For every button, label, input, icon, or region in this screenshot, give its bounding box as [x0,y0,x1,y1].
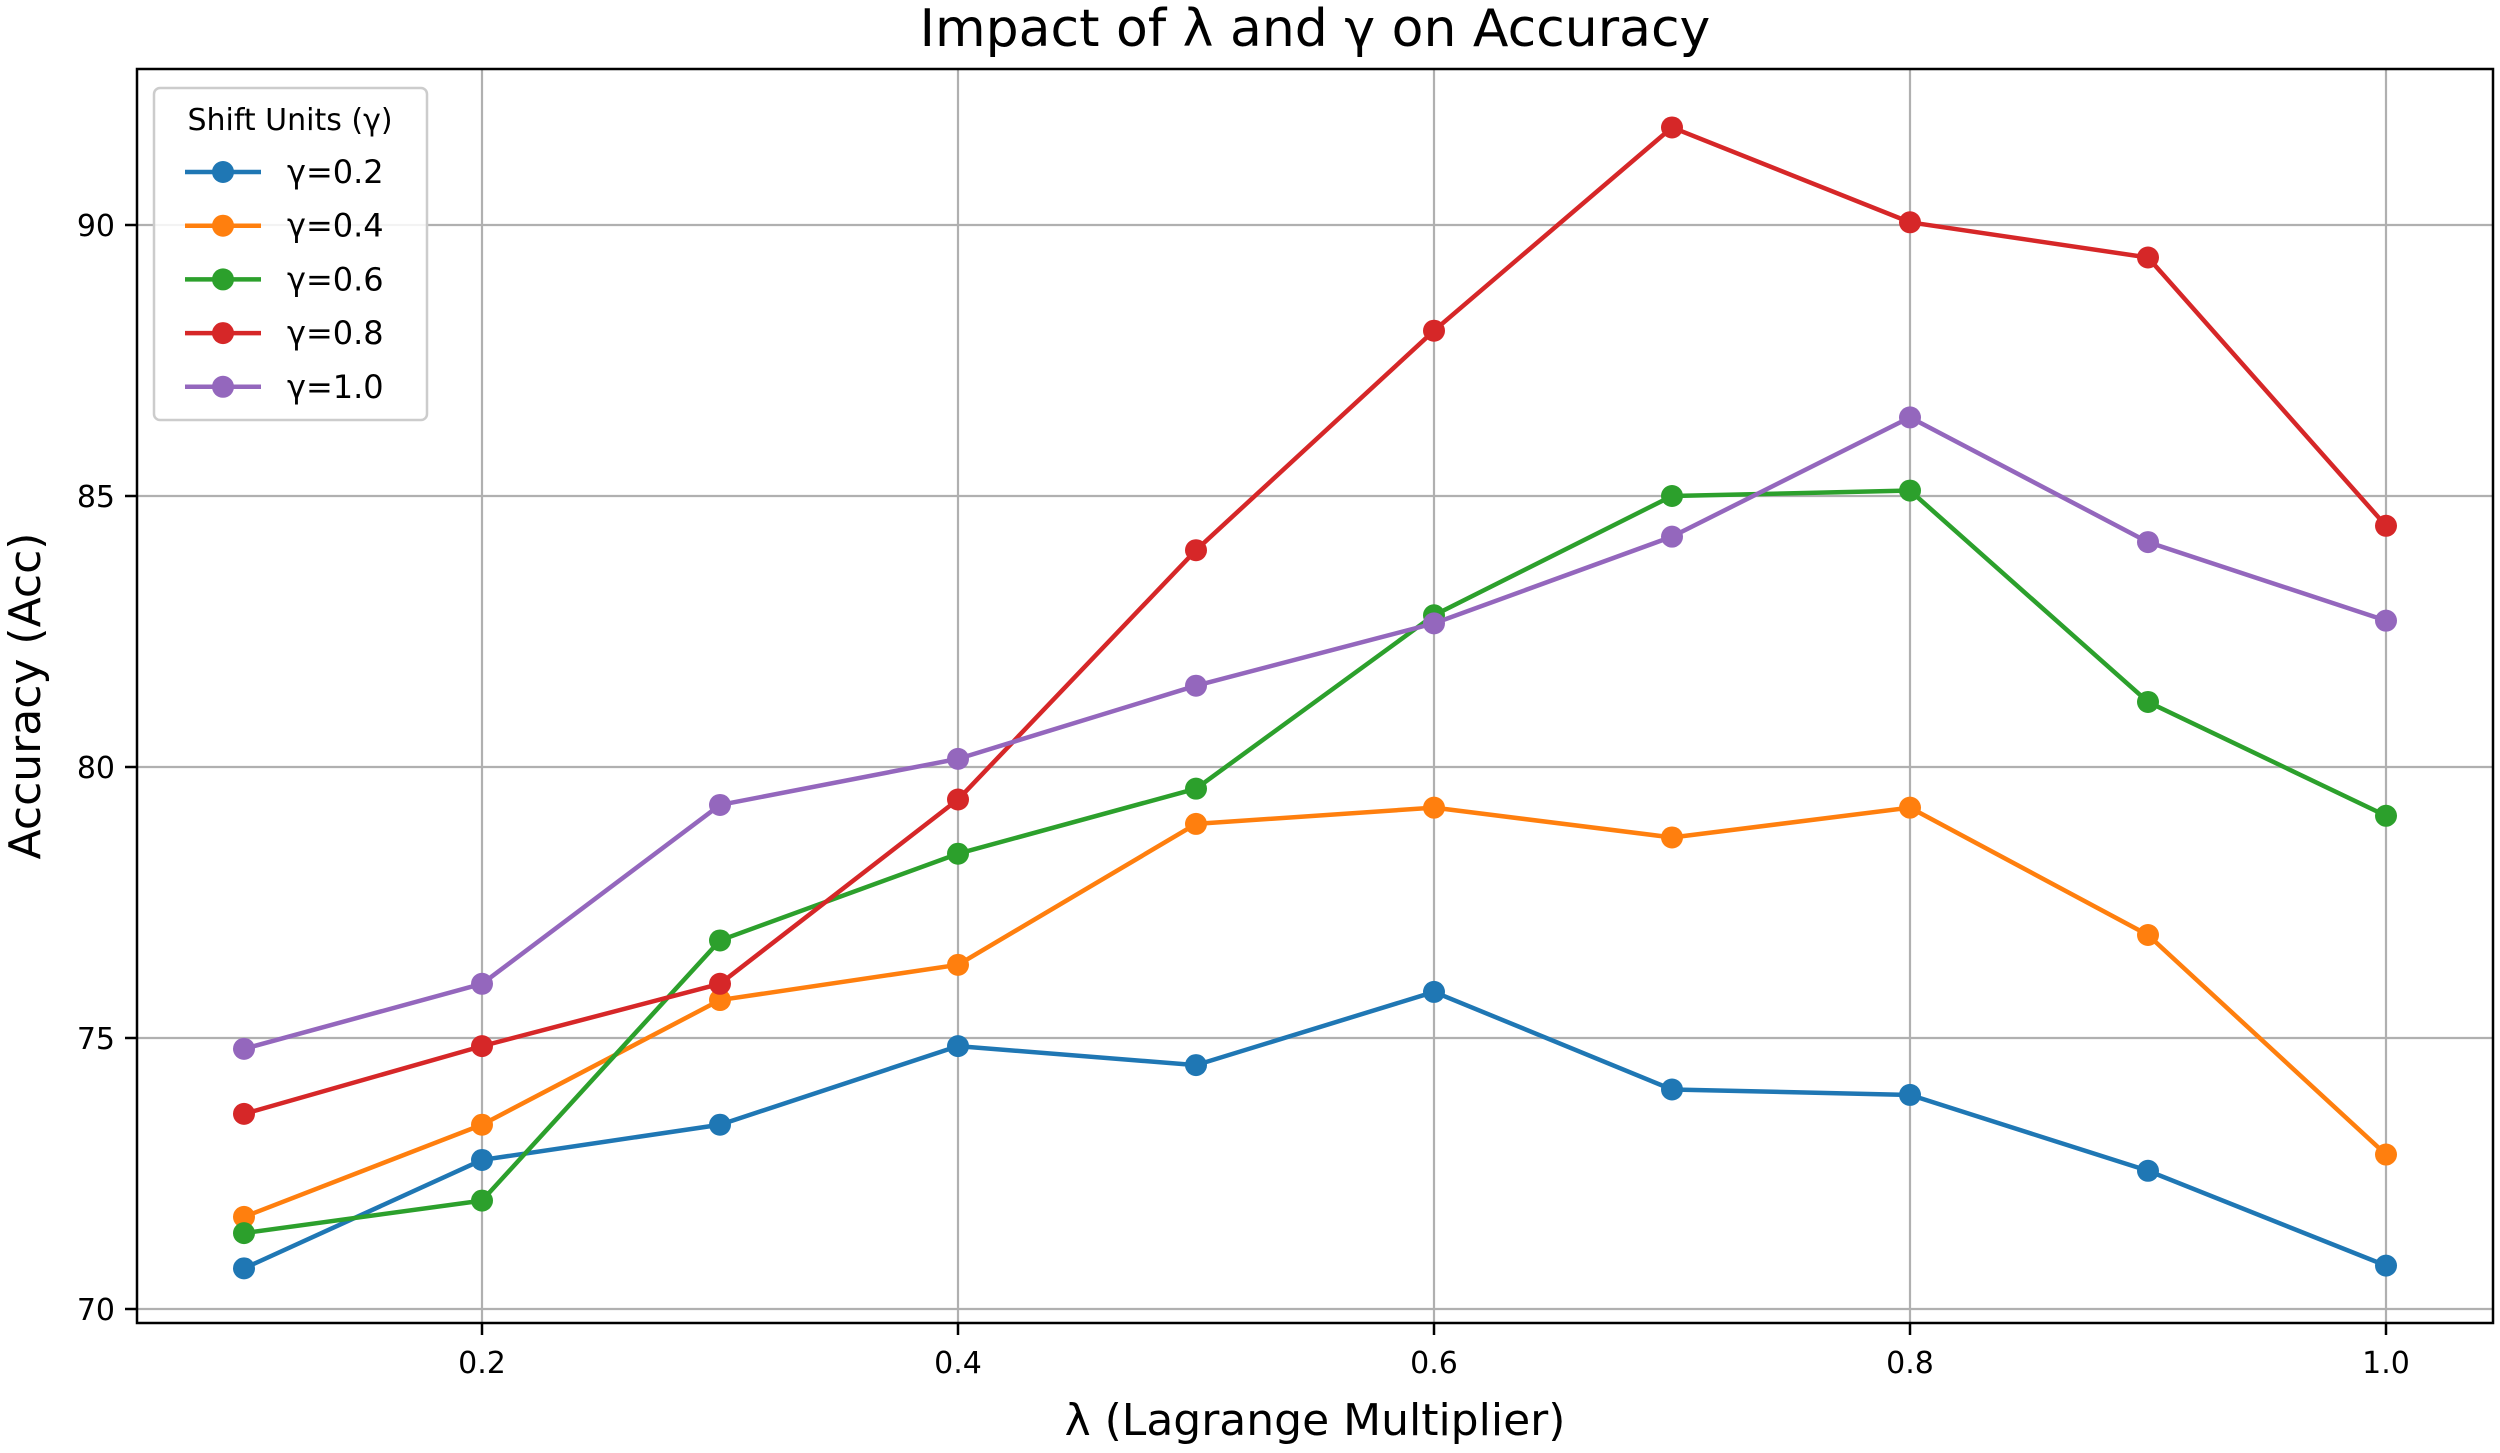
legend-marker-icon [212,322,234,345]
data-point-marker [709,1113,731,1136]
y-tick-label: 75 [77,1022,115,1057]
legend-marker-icon [212,375,234,398]
data-point-marker [2375,1254,2397,1277]
data-point-marker [709,929,731,952]
series-path [243,805,2388,1219]
x-tick-label: 0.2 [458,1346,506,1381]
legend-item: γ=0.2 [185,153,384,191]
data-point-marker [709,793,731,816]
data-point-marker [1185,812,1207,835]
data-point-marker [2375,1143,2397,1166]
data-point-marker [471,1189,493,1212]
legend-marker-icon [212,268,234,291]
data-point-marker [1661,485,1683,507]
data-series [233,116,2397,1280]
legend-item: γ=0.6 [185,260,384,298]
data-point-marker [1185,777,1207,800]
legend-marker-icon [212,161,234,183]
x-axis-label: λ (Lagrange Multiplier) [1065,1395,1566,1446]
data-point-marker [947,1035,969,1058]
data-point-marker [947,842,969,865]
data-point-marker [1899,406,1921,429]
legend-label: γ=0.2 [287,153,384,191]
x-tick-label: 0.4 [934,1346,982,1381]
x-tick-label: 0.8 [1886,1346,1934,1381]
legend-label: γ=0.6 [287,260,384,298]
data-point-marker [1899,796,1921,819]
data-point-marker [1661,1078,1683,1101]
data-point-marker [1899,1083,1921,1106]
legend-item: γ=1.0 [185,368,384,406]
data-point-marker [1899,479,1921,502]
series-line [233,116,2397,1125]
y-axis-label: Accuracy (Acc) [0,533,51,860]
data-point-marker [709,989,731,1012]
data-point-marker [2137,1159,2159,1182]
data-point-marker [471,1113,493,1136]
data-point-marker [2137,246,2159,269]
data-point-marker [2137,924,2159,947]
data-point-marker [1185,674,1207,697]
y-tick-label: 80 [77,751,115,786]
legend-label: γ=0.4 [287,207,384,245]
legend: Shift Units (γ) γ=0.2 γ=0.4 γ=0.6 γ=0.8 γ=1.… [152,86,429,422]
x-axis-ticks: 0.2 0.4 0.6 0.8 1.0 [458,1323,2410,1381]
grid-lines [137,69,2493,1323]
data-point-marker [1423,980,1445,1003]
data-point-marker [1185,539,1207,562]
data-point-marker [1423,612,1445,635]
data-point-marker [1899,211,1921,234]
data-point-marker [1423,319,1445,342]
y-axis-ticks: 70 75 80 85 90 [77,209,137,1328]
data-point-marker [233,1102,255,1125]
series-path [243,488,2387,1236]
series-line [233,980,2397,1280]
y-tick-label: 70 [77,1293,115,1328]
data-point-marker [1423,796,1445,819]
series-path [243,989,2387,1271]
legend-label: γ=1.0 [287,368,384,406]
legend-item: γ=0.8 [185,314,384,352]
legend-label: γ=0.8 [287,314,384,352]
data-point-marker [947,788,969,811]
data-point-marker [233,1037,255,1060]
data-point-marker [233,1222,255,1245]
data-point-marker [1185,1054,1207,1077]
data-point-marker [947,953,969,976]
data-point-marker [1661,525,1683,548]
x-tick-label: 0.6 [1410,1346,1458,1381]
series-path [243,415,2387,1052]
data-point-marker [233,1205,255,1228]
legend-title: Shift Units (γ) [187,103,392,138]
series-line [233,479,2397,1245]
data-point-marker [471,1148,493,1171]
data-point-marker [471,972,493,995]
plot-area-frame [135,67,2495,1325]
legend-marker-icon [212,214,234,237]
data-point-marker [1661,116,1683,139]
data-point-marker [2137,531,2159,554]
data-point-marker [947,747,969,770]
data-point-marker [1661,826,1683,849]
data-point-marker [2137,690,2159,713]
data-point-marker [2375,804,2397,827]
series-line [233,406,2397,1060]
data-point-marker [709,972,731,995]
data-point-marker [2375,514,2397,537]
y-tick-label: 85 [77,480,115,515]
series-path [243,125,2388,1117]
legend-item: γ=0.4 [185,207,384,245]
y-tick-label: 90 [77,209,115,244]
data-point-marker [2375,609,2397,632]
data-point-marker [233,1257,255,1280]
data-point-marker [471,1035,493,1058]
x-tick-label: 1.0 [2362,1346,2410,1381]
series-line [233,796,2397,1228]
chart-title: Impact of λ and γ on Accuracy [920,0,1711,59]
